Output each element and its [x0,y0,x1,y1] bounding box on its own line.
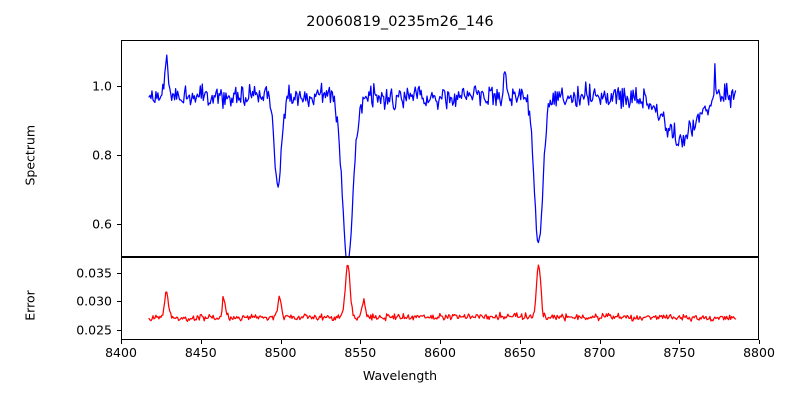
error-ytickmark-1 [117,273,121,275]
xtickmark-6 [599,340,601,344]
x-axis-label: Wavelength [362,368,438,383]
error-ytickmark-2 [117,301,121,303]
spectrum-y-axis-label: Spectrum [22,124,38,186]
spectrum-ytick-3: 0.6 [92,216,112,232]
xtick-label-5: 8650 [503,345,536,360]
xtick-label-1: 8450 [184,345,217,360]
xtickmark-2 [280,340,282,344]
spectrum-line-chart [148,54,737,256]
xtickmark-5 [519,340,521,344]
xtickmark-1 [200,340,202,344]
error-ytick-3: 0.025 [76,322,112,338]
xtick-label-6: 8700 [583,345,616,360]
xtick-label-3: 8550 [344,345,377,360]
spectrum-ytickmark-3 [117,224,121,226]
xtick-label-7: 8750 [663,345,696,360]
error-ytick-2: 0.030 [76,293,112,309]
figure-title: 20060819_0235m26_146 [306,14,494,30]
xtick-label-8: 8800 [743,345,775,360]
spectrum-ytick-1: 1.0 [92,78,112,94]
xtickmark-4 [440,340,442,344]
spectrum-ytick-2: 0.8 [92,147,112,163]
error-plot-panel [121,257,759,340]
spectrum-ytickmark-2 [117,155,121,157]
error-y-axis-label: Error [22,290,38,321]
xtickmark-7 [679,340,681,344]
xtickmark-0 [121,340,123,344]
spectrum-ytickmark-1 [117,86,121,88]
xtick-label-4: 8600 [424,345,456,360]
error-line-chart [148,264,737,322]
xtick-label-2: 8500 [264,345,297,360]
xtickmark-8 [759,340,761,344]
xtickmark-3 [360,340,362,344]
spectrum-plot-panel [121,40,759,257]
error-ytickmark-3 [117,330,121,332]
error-ytick-1: 0.035 [76,265,112,281]
xtick-label-0: 8400 [105,345,137,360]
